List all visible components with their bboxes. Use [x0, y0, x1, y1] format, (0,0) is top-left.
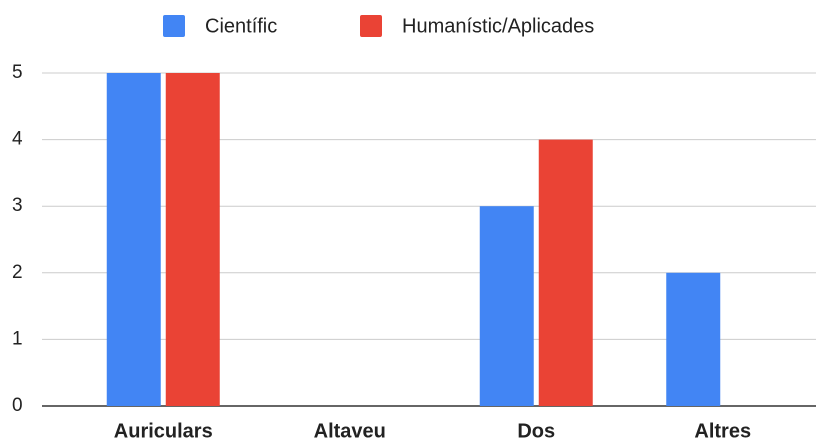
- legend-label: Humanístic/Aplicades: [402, 15, 594, 37]
- x-tick-label: Auriculars: [114, 420, 213, 442]
- bar: [106, 73, 161, 406]
- y-tick-label: 3: [12, 195, 23, 216]
- x-tick-label: Dos: [517, 420, 555, 442]
- bar: [666, 272, 721, 406]
- y-tick-label: 4: [12, 129, 23, 150]
- x-tick-label: Altres: [694, 420, 751, 442]
- y-tick-label: 0: [12, 395, 23, 416]
- legend-label: Científic: [205, 15, 277, 37]
- y-tick-label: 1: [12, 328, 23, 349]
- bar: [538, 139, 593, 406]
- legend-swatch: [360, 15, 382, 37]
- bar: [479, 206, 534, 406]
- bar: [165, 73, 220, 406]
- y-tick-label: 5: [12, 62, 23, 83]
- legend-swatch: [163, 15, 185, 37]
- y-tick-label: 2: [12, 262, 23, 283]
- x-tick-label: Altaveu: [314, 420, 386, 442]
